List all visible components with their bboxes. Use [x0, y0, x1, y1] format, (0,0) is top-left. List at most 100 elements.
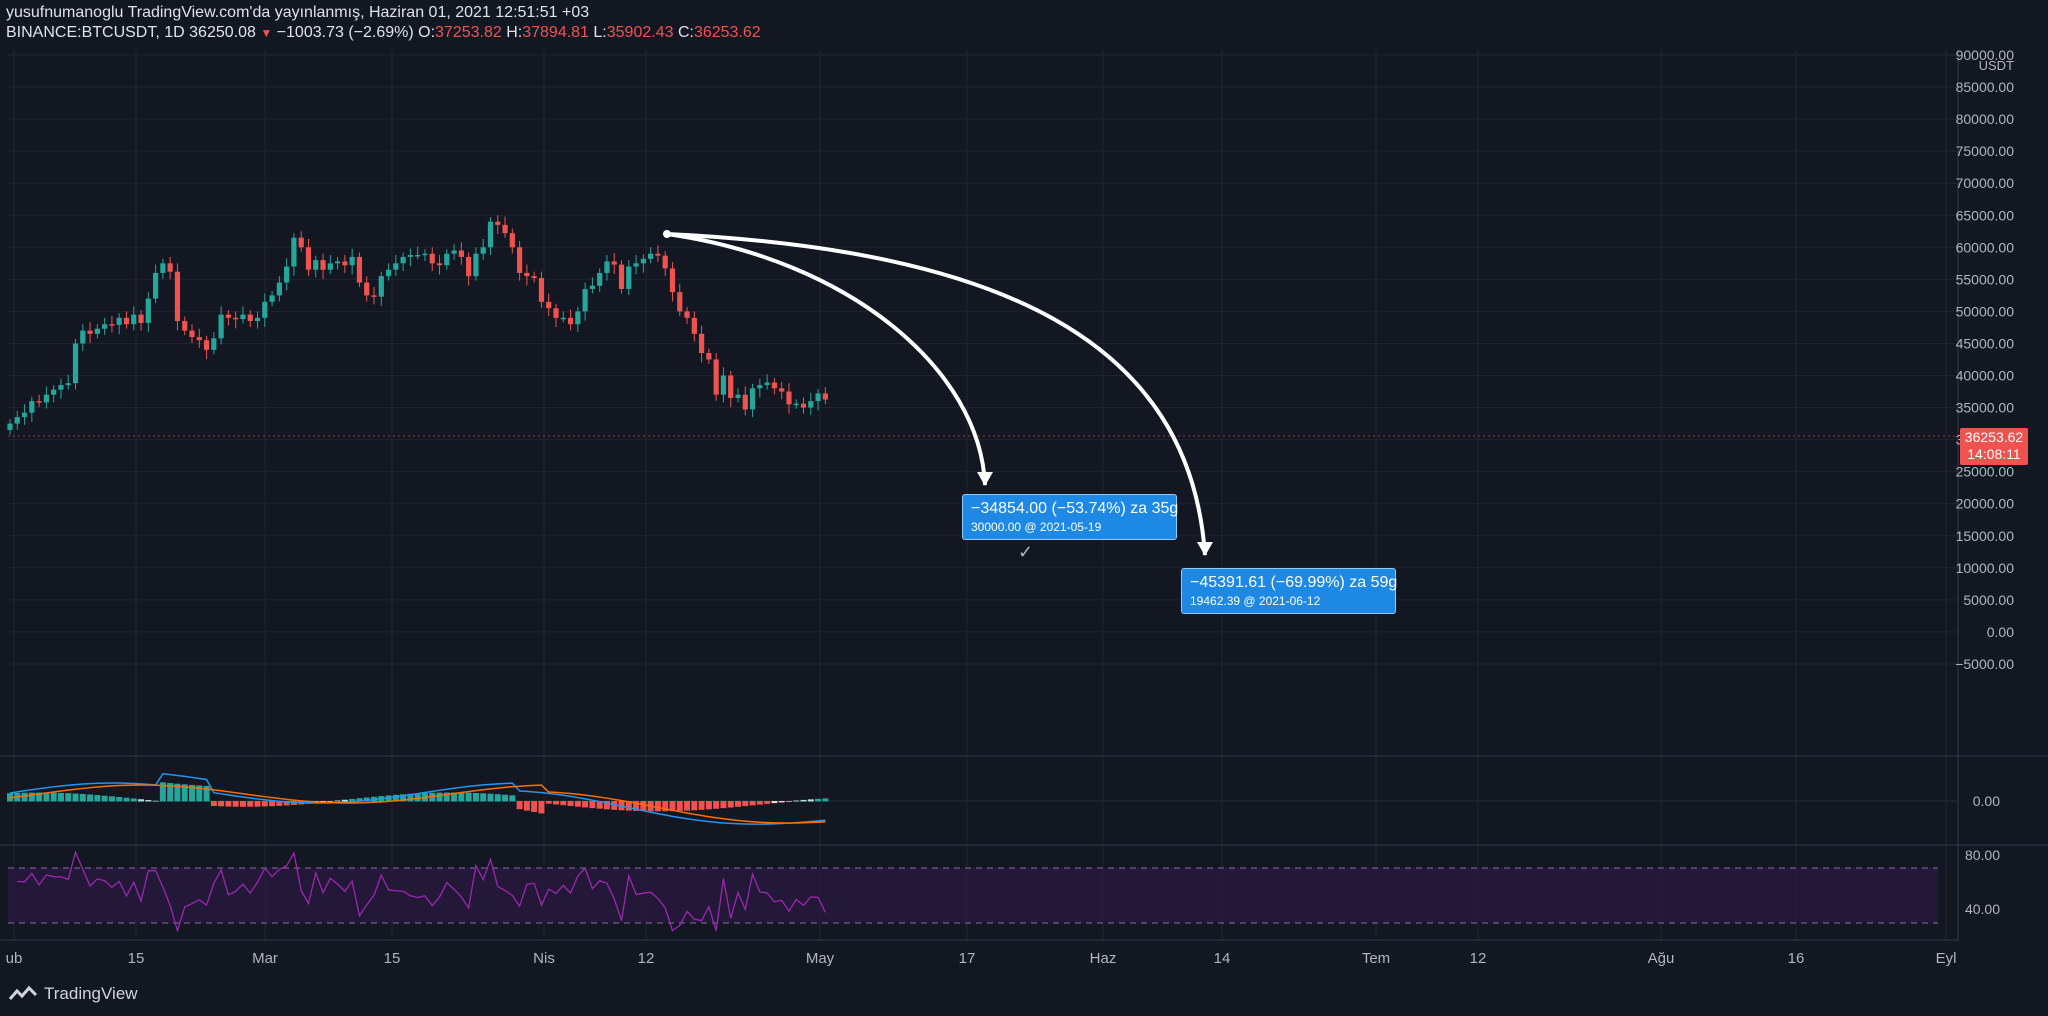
macd-histogram-bar [822, 798, 829, 802]
measure-2-target: 19462.39 @ 2021-06-12 [1190, 594, 1321, 608]
macd-histogram-bar [691, 801, 698, 811]
candle-body [7, 423, 13, 430]
candle-body [167, 263, 173, 272]
macd-histogram-bar [341, 799, 348, 802]
low-value: 35902.43 [606, 24, 674, 41]
macd-axis: 0.00 [1973, 793, 2000, 809]
candle-body [320, 260, 326, 270]
candle-body [517, 247, 523, 273]
macd-line [9, 772, 826, 825]
last-price-value: 36253.62 [1964, 429, 2024, 445]
candle-body [14, 417, 20, 424]
candle-body [407, 254, 413, 257]
candle-body [211, 338, 217, 350]
time-tick-label: 15 [384, 950, 401, 967]
measure-box-1[interactable]: −34854.00 (−53.74%) za 35g 30000.00 @ 20… [962, 494, 1178, 540]
open-label: O: [418, 24, 436, 41]
macd-histogram-bar [611, 801, 618, 810]
candle-body [364, 282, 370, 296]
macd-histogram-bar [152, 800, 159, 802]
candle-body [349, 256, 355, 266]
macd-histogram-bar [123, 797, 130, 802]
time-tick-label: Nis [533, 950, 555, 967]
macd-histogram-bar [582, 801, 589, 808]
measure-box-2[interactable]: −45391.61 (−69.99%) za 59g 19462.39 @ 20… [1181, 568, 1397, 614]
arrow-head-1 [977, 472, 993, 486]
time-tick-label: 16 [1788, 950, 1805, 967]
down-triangle-icon: ▼ [260, 26, 273, 40]
candle-body [531, 276, 537, 279]
macd-histogram-bar [261, 801, 268, 807]
candle-body [247, 314, 253, 322]
close-value: 36253.62 [693, 24, 761, 41]
candle-body [80, 330, 86, 344]
anchor-point[interactable] [663, 230, 671, 238]
candle-body [771, 382, 777, 389]
macd-histogram-bar [516, 801, 523, 810]
candle-body [342, 261, 348, 266]
macd-histogram-bar [254, 801, 261, 807]
candle-body [575, 311, 581, 325]
price-tick-label: 40000.00 [1956, 368, 2015, 384]
candle-body [269, 295, 275, 302]
macd-histogram-bar [327, 801, 334, 802]
rsi-line [17, 850, 826, 933]
candle-body [298, 237, 304, 248]
countdown-value: 14:08:11 [1967, 446, 2021, 462]
macd-histogram-bar [451, 792, 458, 802]
candle-body [611, 261, 617, 265]
time-axis[interactable]: ub 15 Mar 15 Nis 12 May 17 Haz 14 Tem 12 Ağu 16 Eyl [6, 950, 1957, 967]
macd-histogram-bar [108, 796, 115, 802]
time-tick-label: 14 [1214, 950, 1231, 967]
candle-body [123, 317, 130, 325]
macd-histogram-bar [778, 801, 785, 803]
tradingview-logo[interactable]: TradingView [8, 982, 138, 1006]
candle-body [684, 311, 690, 318]
candle-body [648, 253, 654, 259]
price-tick-label: 25000.00 [1956, 464, 2015, 480]
candle-body [706, 353, 712, 360]
macd-histogram-bar [50, 792, 57, 802]
candle-body [196, 337, 202, 341]
time-tick-label: Haz [1090, 950, 1117, 967]
macd-histogram-bar [363, 797, 370, 802]
price-tick-label: 15000.00 [1956, 528, 2015, 544]
candle-body [524, 272, 530, 277]
candle-body [116, 317, 122, 325]
candle-body [65, 383, 71, 386]
candle-body [618, 264, 625, 289]
symbol-label[interactable]: BINANCE:BTCUSDT, 1D [6, 24, 185, 41]
price-axis[interactable]: 90000.00 85000.00 80000.00 75000.00 70000.00… [1955, 47, 2014, 672]
candles[interactable] [7, 215, 828, 435]
candle-body [458, 250, 464, 257]
candle-body [43, 394, 49, 403]
candle-body [473, 253, 479, 277]
macd-histogram-bar [181, 784, 188, 802]
candle-body [626, 266, 632, 289]
macd-histogram-bar [465, 792, 472, 802]
price-tick-label: 60000.00 [1956, 239, 2015, 255]
candle-body [36, 401, 42, 403]
macd-histogram-bar [662, 801, 669, 812]
candle-body [51, 389, 57, 395]
macd-histogram-bar [443, 792, 450, 802]
candle-body [109, 324, 115, 326]
ohlc-legend[interactable]: BINANCE:BTCUSDT, 1D 36250.08 ▼ −1003.73 … [6, 22, 761, 44]
candle-body [444, 253, 450, 266]
candle-body [815, 393, 821, 402]
candle-body [560, 317, 566, 320]
macd-histogram-bar [203, 785, 210, 802]
candle-body [487, 221, 494, 248]
macd-histogram-bar [79, 793, 86, 802]
candle-body [502, 224, 508, 234]
macd-histogram-bar [28, 792, 35, 802]
projection-curve-1[interactable] [666, 232, 987, 486]
price-tick-label: 10000.00 [1956, 560, 2015, 576]
candle-body [335, 261, 341, 264]
price-tick-label: 85000.00 [1956, 79, 2015, 95]
macd-histogram-bar [502, 794, 509, 802]
projection-curve-2[interactable] [666, 232, 1207, 556]
rsi-tick-label: 80.00 [1965, 847, 2000, 863]
candle-body [145, 298, 151, 323]
